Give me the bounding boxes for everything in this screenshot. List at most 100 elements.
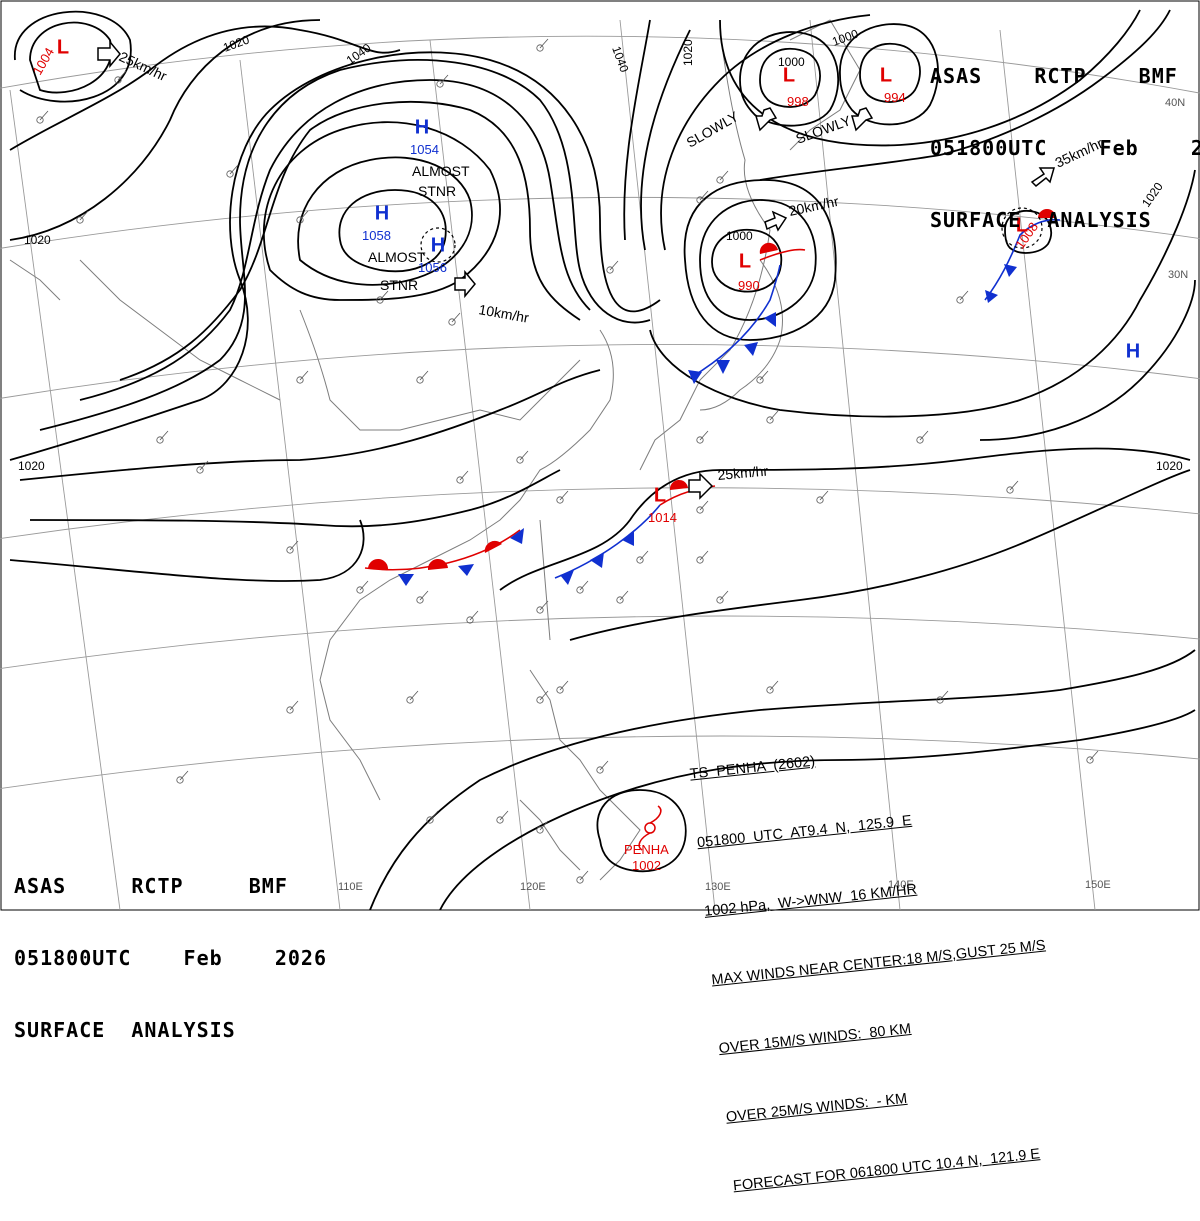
wind-barb <box>719 590 729 601</box>
wind-barb <box>1089 750 1099 761</box>
isobar-label: 1020 <box>24 233 51 247</box>
grid-labels: 40N 30N 110E 120E 130E 140E 150E <box>338 97 1188 893</box>
penha-pressure: 1002 <box>632 858 661 873</box>
wind-barb <box>439 74 449 85</box>
wind-barb <box>199 460 209 471</box>
wind-barb <box>699 430 709 441</box>
wind-barb <box>539 690 549 701</box>
station-circle <box>376 296 384 304</box>
ts-line3: 1002 hPa, W->WNW 16 KM/HR <box>703 881 918 920</box>
wind-barb <box>539 820 549 831</box>
wind-barb <box>619 590 629 601</box>
header-top: ASAS RCTP BMF 051800UTC Feb 2026 SURFACE… <box>930 16 1200 256</box>
wind-barb <box>179 770 189 781</box>
wind-barb <box>1009 480 1019 491</box>
pressure-value: 1056 <box>418 260 447 275</box>
isobar-label: 1020 <box>681 39 695 66</box>
station-circle <box>556 686 564 694</box>
cold-front-triangle <box>510 528 524 544</box>
wind-barb <box>639 550 649 561</box>
motion-arrows <box>97 39 1055 500</box>
station-circle <box>466 616 474 624</box>
wind-barb <box>459 470 469 481</box>
lat-label: 30N <box>1168 269 1188 281</box>
station-circle <box>176 776 184 784</box>
wind-barb <box>719 170 729 181</box>
ts-line6: OVER 25M/S WINDS: - KM <box>725 1090 908 1126</box>
wind-barb <box>519 450 529 461</box>
wind-barb <box>559 680 569 691</box>
wind-barb <box>299 210 309 221</box>
pressure-value: 1054 <box>410 142 439 157</box>
station-circle <box>156 436 164 444</box>
cold-front-triangle <box>560 570 574 585</box>
station-circle <box>756 376 764 384</box>
station-circle <box>636 556 644 564</box>
penha-label: PENHA 1002 <box>624 842 669 873</box>
stationary-label: ALMOST <box>368 249 426 265</box>
wind-barb <box>699 500 709 511</box>
typhoon-info: TS PENHA (2602) 051800 UTC AT9.4 N, 125.… <box>684 683 1071 1221</box>
ts-line4: MAX WINDS NEAR CENTER:18 M/S,GUST 25 M/S <box>710 937 1047 989</box>
ts-line2: 051800 UTC AT9.4 N, 125.9 E <box>696 812 913 852</box>
wind-barb <box>379 290 389 301</box>
isobar-label: 1020 <box>18 459 45 473</box>
station-circle <box>416 596 424 604</box>
wind-barb <box>599 760 609 771</box>
pressure-value: 990 <box>738 278 760 293</box>
warm-front-semicircle <box>1038 209 1056 218</box>
station-circle <box>516 456 524 464</box>
high-pressure-marker: H <box>415 116 429 138</box>
station-circle <box>536 826 544 834</box>
station-circle <box>716 176 724 184</box>
warm-front-semicircle <box>669 479 688 490</box>
motion-arrow <box>764 210 788 232</box>
station-circle <box>286 546 294 554</box>
warm-front-line <box>759 248 806 261</box>
station-circle <box>356 586 364 594</box>
speed-label: 10km/hr <box>477 301 530 326</box>
wind-barb <box>959 290 969 301</box>
warm-front-semicircle <box>427 558 448 570</box>
station-circle <box>936 696 944 704</box>
wind-barb <box>409 690 419 701</box>
ts-line7: FORECAST FOR 061800 UTC 10.4 N, 121.9 E <box>732 1146 1041 1195</box>
high-pressure-marker: H <box>375 202 389 224</box>
lon-label: 130E <box>705 881 731 893</box>
cold-front-triangle <box>716 360 730 374</box>
station-circle <box>1006 486 1014 494</box>
pressure-value: 1004 <box>30 45 57 78</box>
wind-barb <box>79 210 89 221</box>
lon-label: 150E <box>1085 879 1111 891</box>
station-circle <box>606 266 614 274</box>
speed-label: 25km/hr <box>117 48 170 84</box>
wind-barb <box>769 680 779 691</box>
station-circle <box>114 76 122 84</box>
wind-barb <box>499 810 509 821</box>
speed-label: 20km/hr <box>787 193 840 219</box>
cold-front-triangle <box>398 574 414 586</box>
wind-barb <box>559 490 569 501</box>
wind-barb <box>299 370 309 381</box>
motion-arrow <box>755 107 778 132</box>
wind-barb <box>699 550 709 561</box>
low-pressure-marker: L <box>739 250 751 272</box>
lon-label: 120E <box>520 881 546 893</box>
high-pressure-marker: H <box>431 234 445 256</box>
wind-barb <box>429 810 439 821</box>
station-circle <box>296 216 304 224</box>
cold-front-triangle <box>622 530 634 546</box>
isobar-label: 1000 <box>778 55 805 69</box>
station-circle <box>716 596 724 604</box>
station-circle <box>76 216 84 224</box>
isobars <box>9 9 1196 911</box>
station-circle <box>816 496 824 504</box>
isobar-label: 1020 <box>1156 459 1183 473</box>
station-circle <box>536 606 544 614</box>
station-circle <box>916 436 924 444</box>
station-circle <box>536 696 544 704</box>
stationary-label: STNR <box>418 183 456 199</box>
penha-name: PENHA <box>624 842 669 857</box>
station-circle <box>426 816 434 824</box>
motion-arrow <box>688 472 714 500</box>
